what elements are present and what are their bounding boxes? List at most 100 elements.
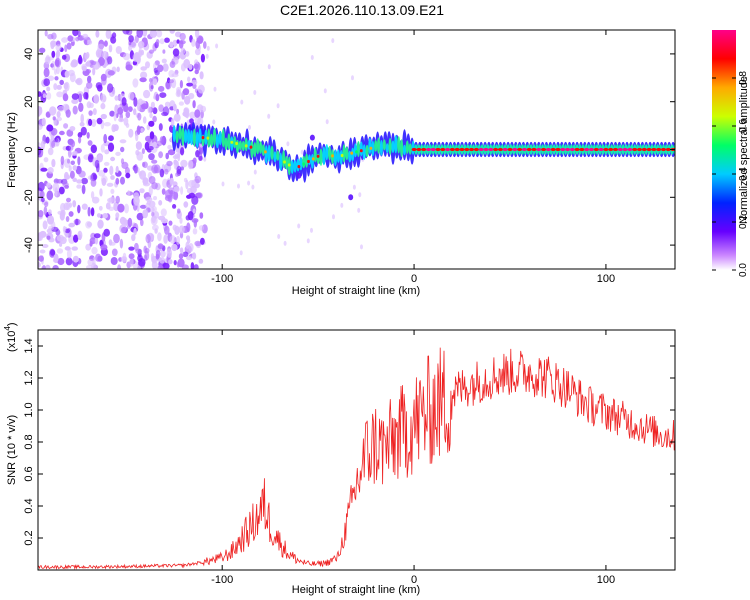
noise-speckle — [92, 108, 97, 116]
ridge-peak — [531, 147, 537, 152]
ridge-core — [270, 145, 274, 161]
noise-speckle — [166, 248, 172, 258]
noise-speckle — [323, 88, 327, 94]
noise-speckle — [98, 205, 103, 211]
noise-speckle — [63, 82, 69, 90]
noise-speckle — [149, 49, 154, 54]
noise-speckle — [124, 203, 129, 214]
noise-speckle — [155, 93, 160, 102]
noise-speckle — [164, 225, 170, 235]
noise-speckle — [39, 249, 46, 254]
noise-speckle — [93, 233, 101, 239]
noise-speckle — [43, 78, 50, 87]
noise-speckle — [100, 244, 108, 251]
ridge-core — [342, 144, 346, 163]
x-tick-label: 100 — [597, 574, 615, 586]
ridge-core — [356, 141, 360, 157]
noise-speckle — [267, 64, 271, 70]
noise-speckle — [176, 86, 182, 94]
noise-speckle — [107, 70, 115, 76]
noise-speckle — [114, 95, 119, 101]
noise-speckle — [156, 30, 163, 38]
ridge-core — [319, 148, 323, 166]
noise-speckle — [72, 255, 79, 263]
noise-speckle — [86, 101, 92, 109]
snr-y-ticks: 0.2 0.4 0.6 0.8 1.0 1.2 1.4 — [23, 338, 675, 546]
noise-speckle — [123, 104, 129, 113]
noise-speckle — [92, 174, 98, 180]
noise-speckle — [153, 196, 157, 201]
noise-speckle — [331, 38, 335, 44]
noise-speckle — [215, 43, 219, 49]
noise-speckle — [110, 156, 116, 162]
y-tick-label: 0.8 — [23, 434, 35, 449]
noise-speckle — [138, 258, 146, 267]
noise-speckle — [192, 228, 198, 235]
snr-x-label: Height of straight line (km) — [292, 584, 420, 596]
spectrogram-x-label: Height of straight line (km) — [292, 285, 420, 297]
noise-speckle — [83, 92, 89, 100]
colorbar-tick-label: 0.4 — [738, 167, 749, 181]
noise-speckle — [77, 30, 81, 37]
ridge-peak — [307, 159, 310, 164]
noise-speckle — [171, 73, 179, 78]
ridge-core — [322, 146, 326, 166]
noise-speckle — [178, 101, 184, 106]
ridge-core — [210, 133, 214, 147]
noise-speckle — [54, 187, 58, 197]
noise-speckle — [58, 186, 65, 195]
noise-speckle — [161, 111, 169, 117]
noise-speckle — [85, 243, 92, 251]
noise-speckle — [63, 123, 69, 129]
noise-speckle — [358, 192, 362, 198]
noise-speckle — [77, 230, 83, 240]
ridge-peak — [454, 147, 460, 152]
noise-speckle — [193, 63, 199, 70]
ridge-core — [267, 144, 271, 162]
noise-speckle — [64, 174, 71, 180]
noise-speckle — [325, 119, 329, 125]
noise-speckle — [81, 177, 88, 185]
noise-speckle — [183, 201, 189, 208]
noise-speckle — [56, 234, 64, 242]
noise-speckle — [127, 217, 133, 228]
noise-speckle — [136, 30, 143, 38]
noise-speckle — [174, 225, 180, 235]
noise-speckle — [48, 225, 54, 231]
ridge-peak — [283, 160, 286, 164]
noise-speckle — [128, 246, 135, 251]
noise-speckle — [203, 156, 207, 162]
ridge-core — [175, 130, 179, 144]
noise-speckle — [87, 258, 94, 266]
noise-speckle — [164, 101, 171, 108]
noise-speckle — [88, 110, 93, 116]
noise-speckle — [178, 40, 184, 49]
noise-speckle — [160, 250, 166, 258]
noise-speckle — [133, 195, 140, 206]
noise-speckle — [180, 186, 184, 195]
noise-speckle — [68, 211, 74, 217]
noise-speckle — [135, 248, 143, 254]
noise-speckle — [80, 126, 87, 136]
ridge-peak — [641, 147, 647, 152]
noise-speckle — [109, 165, 114, 176]
ridge-core — [256, 138, 260, 155]
noise-speckle — [75, 218, 79, 226]
noise-speckle — [100, 102, 106, 110]
noise-speckle — [198, 225, 205, 231]
noise-speckle — [55, 44, 62, 52]
noise-speckle — [158, 104, 164, 112]
noise-speckle — [140, 66, 147, 71]
noise-speckle — [198, 155, 203, 161]
noise-speckle — [306, 238, 310, 244]
snr-frame — [37, 329, 676, 571]
noise-speckle — [100, 113, 108, 120]
noise-speckle — [110, 257, 118, 265]
colorbar: 0.0 0.2 0.4 0.6 0.8 Normalized spectral ampl… — [712, 30, 750, 277]
noise-speckle — [115, 212, 120, 219]
noise-speckle — [139, 77, 147, 83]
ridge-peak — [661, 147, 666, 152]
ridge-peak — [478, 147, 484, 152]
noise-speckle — [194, 109, 201, 118]
noise-speckle — [52, 265, 59, 269]
